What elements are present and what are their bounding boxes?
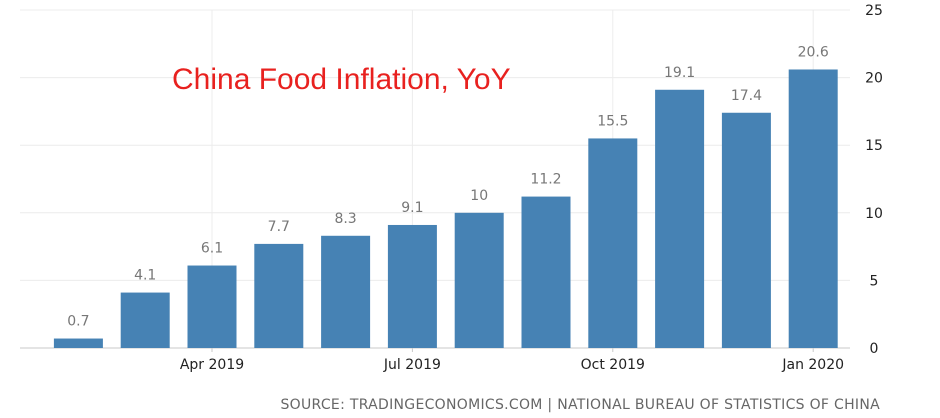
x-tick-label-2: Apr 2019 [180,357,244,373]
value-label-7: 11.2 [530,172,561,188]
value-label-2: 6.1 [201,241,223,257]
x-tick-label-11: Jan 2020 [781,357,844,373]
y-tick-label-10: 10 [865,206,883,222]
y-tick-label-15: 15 [865,138,883,154]
bar-5 [387,224,437,348]
bar-9 [655,89,705,348]
y-axis-ticks: 0 5 10 15 20 25 [865,3,883,357]
value-label-5: 9.1 [401,200,423,216]
value-label-10: 17.4 [731,88,762,104]
bar-3 [254,243,304,348]
chart-title: China Food Inflation, YoY [172,63,511,96]
value-label-1: 4.1 [134,268,156,284]
value-label-8: 15.5 [597,113,628,129]
bar-2 [187,265,237,348]
bar-11 [788,69,838,348]
bar-4 [321,235,371,348]
y-tick-label-25: 25 [865,3,883,19]
value-label-3: 7.7 [268,219,290,235]
value-label-0: 0.7 [67,314,89,330]
bar-7 [521,196,571,348]
gridlines [20,9,850,349]
value-label-9: 19.1 [664,65,695,81]
x-axis-ticks: Apr 2019 Jul 2019 Oct 2019 Jan 2020 [180,348,844,373]
x-tick-label-8: Oct 2019 [581,357,645,373]
bar-10 [721,112,771,348]
y-tick-label-20: 20 [865,71,883,87]
bar-8 [588,138,638,348]
value-labels: 0.7 4.1 6.1 7.7 8.3 9.1 10 11.2 15.5 19.1 17.4 20.6 [67,44,829,329]
bar-1 [120,292,170,348]
source-credit: SOURCE: TRADINGECONOMICS.COM | NATIONAL … [280,397,880,413]
value-label-11: 20.6 [798,44,829,60]
x-tick-label-5: Jul 2019 [383,357,441,373]
y-tick-label-0: 0 [870,341,879,357]
bar-6 [454,212,504,348]
value-label-4: 8.3 [334,211,356,227]
bars [53,69,838,348]
value-label-6: 10 [470,188,488,204]
y-tick-label-5: 5 [870,273,879,289]
bar-0 [53,338,103,348]
